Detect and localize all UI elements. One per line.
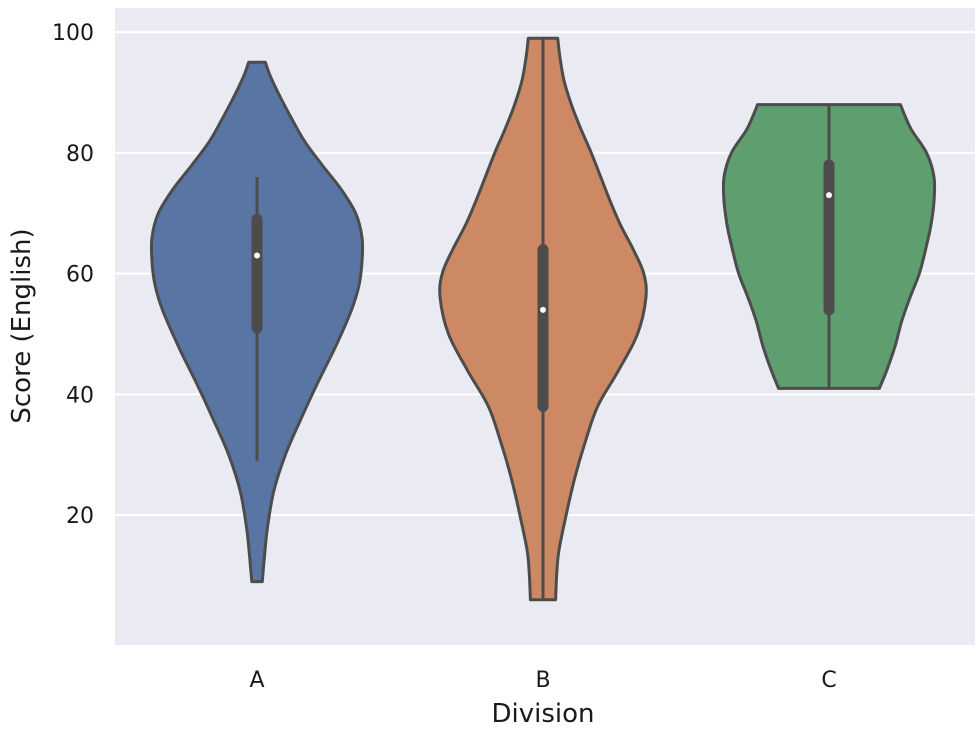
y-tick-label: 20 xyxy=(66,504,94,529)
x-tick-label: A xyxy=(249,668,264,693)
x-tick-label: C xyxy=(821,668,836,693)
violin-median-point xyxy=(540,306,546,313)
violin-a xyxy=(149,60,365,584)
y-tick-label: 100 xyxy=(52,21,94,46)
y-tick-label: 40 xyxy=(66,383,94,408)
x-axis-label: Division xyxy=(491,699,594,729)
violin-b xyxy=(438,36,648,602)
x-tick-label: B xyxy=(535,668,550,693)
violin-c xyxy=(721,103,937,390)
x-tick-labels: A B C xyxy=(249,668,836,693)
violin-median-point xyxy=(254,252,260,259)
violins xyxy=(149,36,937,602)
violin-median-point xyxy=(826,192,832,199)
y-tick-label: 80 xyxy=(66,142,94,167)
y-axis-label: Score (English) xyxy=(7,228,37,423)
y-tick-label: 60 xyxy=(66,263,94,288)
y-tick-labels: 20 40 60 80 100 xyxy=(52,21,94,529)
